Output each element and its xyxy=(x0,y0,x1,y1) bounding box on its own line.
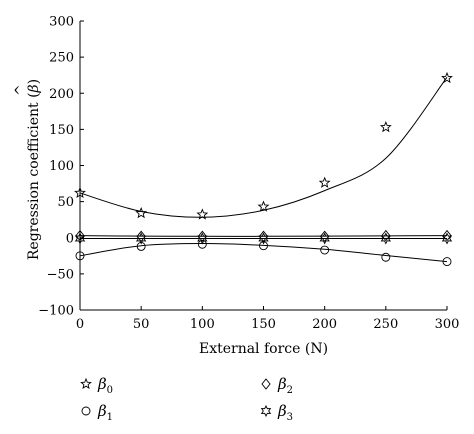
y-tick-label: 150 xyxy=(49,123,74,138)
x-tick-label: 0 xyxy=(76,317,84,332)
legend-label-beta2: β2 xyxy=(277,375,293,396)
y-tick-label: 300 xyxy=(49,15,74,30)
x-axis-title: External force (N) xyxy=(199,341,328,357)
legend-marker-beta0 xyxy=(80,377,92,390)
fit-curve-beta2 xyxy=(79,235,448,237)
y-axis-title: Regression coefficient (β) ^ xyxy=(13,79,42,260)
fit-curve-beta0 xyxy=(79,77,448,218)
legend-marker-beta2 xyxy=(261,378,271,390)
point-beta1 xyxy=(136,241,146,251)
point-beta3 xyxy=(74,232,86,245)
point-beta0 xyxy=(196,208,209,220)
legend-label-beta0: β0 xyxy=(97,375,113,396)
y-tick-label: −100 xyxy=(38,304,74,319)
axes xyxy=(79,21,447,311)
point-beta0 xyxy=(318,176,331,188)
y-axis-title-close: ) xyxy=(26,79,42,84)
y-tick-label: 100 xyxy=(49,159,74,174)
y-axis-title-symbol: β xyxy=(26,84,42,93)
point-beta1 xyxy=(197,239,207,249)
x-tick-label: 250 xyxy=(373,317,398,332)
point-beta1 xyxy=(320,245,330,255)
y-tick-label: 250 xyxy=(49,51,74,66)
point-beta2 xyxy=(197,230,207,243)
y-tick-label: 0 xyxy=(66,231,74,246)
point-beta1 xyxy=(381,252,391,262)
point-beta2 xyxy=(381,229,391,242)
point-beta2 xyxy=(136,230,146,243)
point-beta3 xyxy=(135,232,147,245)
fitted-curves xyxy=(79,77,448,263)
y-tick-label: 200 xyxy=(49,87,74,102)
point-beta2 xyxy=(258,230,269,243)
point-beta0 xyxy=(135,206,148,219)
legend-label-beta1: β1 xyxy=(97,402,113,423)
point-beta2 xyxy=(320,230,330,243)
point-beta2 xyxy=(75,229,85,242)
legend-marker-beta1 xyxy=(81,406,91,416)
y-tick-label: 50 xyxy=(57,195,74,210)
legend: β0 β1 β2 β3 xyxy=(80,375,293,423)
point-beta3 xyxy=(319,232,330,245)
point-beta0 xyxy=(441,71,453,84)
legend-label-beta3: β3 xyxy=(277,402,293,423)
fit-curve-beta1 xyxy=(79,243,448,263)
point-beta3 xyxy=(380,232,392,245)
legend-marker-beta3 xyxy=(260,405,272,417)
x-tick-label: 200 xyxy=(312,317,337,332)
x-tick-label: 150 xyxy=(251,317,276,332)
point-beta1 xyxy=(442,257,452,267)
svg-text:Regression coefficient (β): Regression coefficient (β) xyxy=(26,79,42,260)
point-beta3 xyxy=(258,232,269,245)
y-tick-label: −50 xyxy=(47,267,74,282)
point-beta0 xyxy=(74,186,86,198)
point-beta0 xyxy=(379,121,392,133)
x-tick-label: 100 xyxy=(190,317,215,332)
point-beta2 xyxy=(442,229,452,242)
x-tick-label: 50 xyxy=(133,317,150,332)
y-axis-title-hat: ^ xyxy=(13,84,29,96)
data-markers xyxy=(74,71,453,267)
point-beta3 xyxy=(197,232,208,245)
x-tick-label: 300 xyxy=(435,317,460,332)
point-beta1 xyxy=(75,251,85,261)
point-beta0 xyxy=(257,200,270,212)
y-axis-title-text: Regression coefficient ( xyxy=(26,92,42,260)
ticks: −100 −50 0 50 100 150 200 250 300 0 50 100 150 200 250… xyxy=(38,15,459,333)
point-beta3 xyxy=(441,232,453,245)
